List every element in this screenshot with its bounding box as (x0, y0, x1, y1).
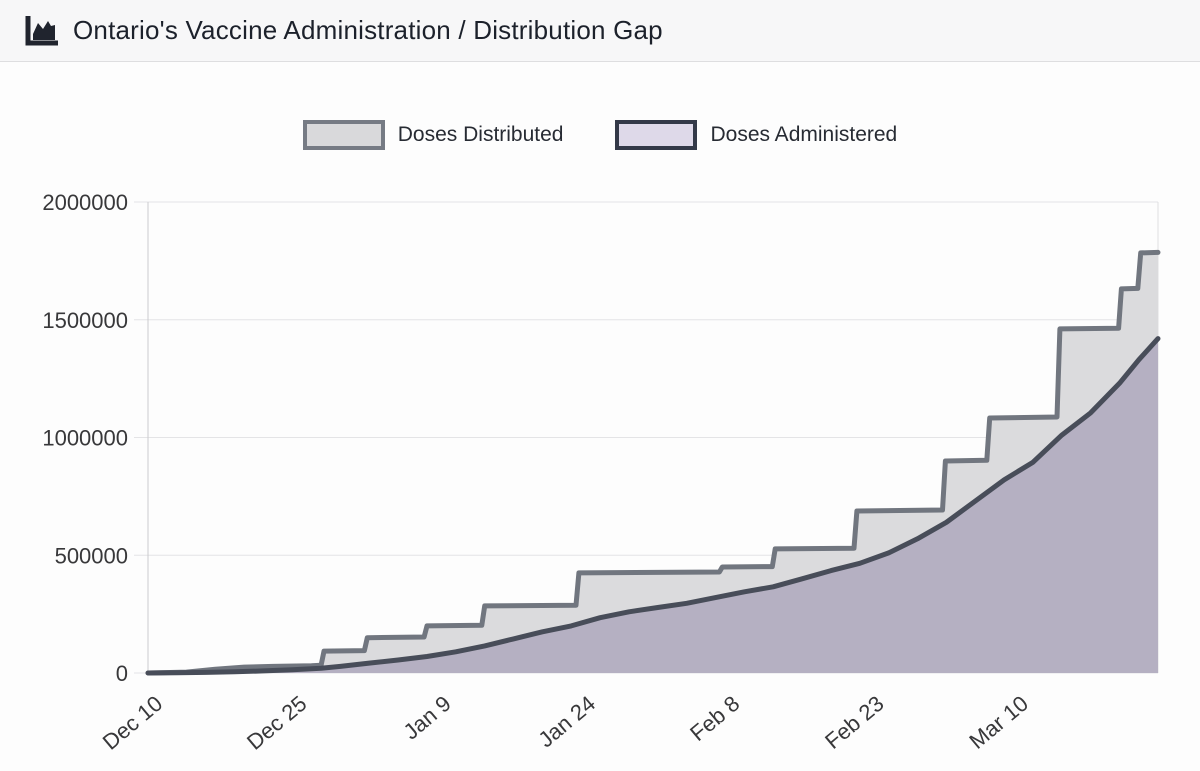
series-line-0 (145, 249, 1161, 676)
y-axis-tick-label: 2000000 (42, 190, 128, 215)
legend-item-administered: Doses Administered (615, 120, 897, 150)
y-axis-tick-label: 0 (116, 661, 128, 686)
x-axis-tick-label: Dec 10 (98, 691, 167, 755)
y-axis-tick-label: 1000000 (42, 426, 128, 451)
x-axis-tick-label: Dec 25 (242, 691, 311, 755)
legend-item-distributed: Doses Distributed (302, 120, 564, 150)
chart-legend: Doses Distributed Doses Administered (0, 120, 1200, 150)
y-axis-tick-label: 1500000 (42, 308, 128, 333)
y-axis-tick-label: 500000 (55, 543, 128, 568)
series-line-1 (145, 336, 1161, 676)
x-axis-tick-label: Feb 23 (820, 691, 889, 754)
legend-label-distributed: Doses Distributed (397, 123, 564, 146)
x-axis-tick-label: Feb 8 (685, 691, 744, 746)
legend-swatch-administered (615, 120, 698, 150)
x-axis-tick-label: Jan 24 (533, 691, 600, 753)
legend-label-administered: Doses Administered (710, 123, 898, 146)
area-chart-icon (24, 14, 60, 48)
x-axis-tick-label: Mar 10 (964, 691, 1033, 754)
page-title: Ontario's Vaccine Administration / Distr… (73, 15, 663, 45)
legend-swatch-distributed (302, 120, 385, 150)
header: Ontario's Vaccine Administration / Distr… (0, 0, 1200, 62)
x-axis-tick-label: Jan 9 (398, 691, 455, 745)
series-area-1 (148, 338, 1158, 673)
